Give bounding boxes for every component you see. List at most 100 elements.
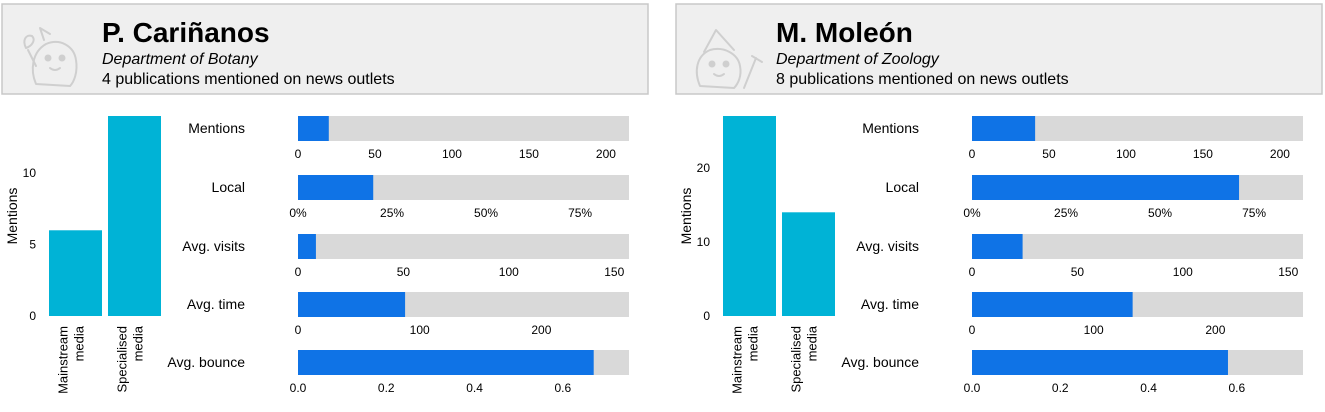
metric-tick-label: 0.2 xyxy=(1052,381,1069,395)
card-background xyxy=(675,3,1323,95)
researcher-department: Department of Botany xyxy=(102,51,259,68)
y-tick-label: 5 xyxy=(29,238,36,252)
zoologist-cartoon-icon xyxy=(695,29,763,89)
metric-label: Avg. visits xyxy=(182,238,245,254)
metric-row: Avg. bounce 0.0 0.2 0.4 0.6 xyxy=(167,350,629,395)
metric-tick-label: 0 xyxy=(969,265,976,279)
metric-bar xyxy=(298,116,329,141)
x-category-label: media xyxy=(72,325,87,361)
metric-tick-label: 0 xyxy=(295,265,302,279)
metric-bar xyxy=(298,350,594,375)
metric-bar xyxy=(298,292,406,317)
metric-tick-label: 0 xyxy=(969,147,976,161)
metric-tick-label: 0.0 xyxy=(964,381,981,395)
metric-tick-label: 25% xyxy=(380,206,404,220)
metric-label: Local xyxy=(886,179,919,195)
card-background xyxy=(1,3,649,95)
publication-count: 8 publications mentioned on news outlets xyxy=(776,71,1069,88)
metric-tick-label: 150 xyxy=(519,147,539,161)
metric-tick-label: 100 xyxy=(442,147,462,161)
publication-count: 4 publications mentioned on news outlets xyxy=(102,71,395,88)
metric-tick-label: 150 xyxy=(604,265,624,279)
metric-row: Avg. visits 0 50 100 150 xyxy=(856,234,1303,279)
metric-tick-label: 0.4 xyxy=(466,381,483,395)
metric-label: Avg. bounce xyxy=(167,354,245,370)
metric-row: Local 0% 25% 50% 75% xyxy=(886,175,1303,220)
researcher-name: P. Cariñanos xyxy=(102,17,270,48)
metric-tick-label: 100 xyxy=(1116,147,1136,161)
metric-label: Avg. time xyxy=(861,296,919,312)
metric-tick-label: 200 xyxy=(531,323,551,337)
column-bar xyxy=(782,212,835,316)
metric-tick-label: 100 xyxy=(499,265,519,279)
metric-tick-label: 100 xyxy=(410,323,430,337)
metric-row: Avg. time 0 100 200 xyxy=(187,292,629,337)
metric-row: Avg. time 0 100 200 xyxy=(861,292,1303,337)
metric-tick-label: 0 xyxy=(295,147,302,161)
metric-tick-label: 0.6 xyxy=(554,381,571,395)
metric-tick-label: 50 xyxy=(1042,147,1056,161)
x-category-label: Mainstream xyxy=(730,326,745,394)
column-bar xyxy=(49,230,102,316)
metric-tick-label: 50 xyxy=(397,265,411,279)
researcher-department: Department of Zoology xyxy=(776,51,940,68)
y-axis-label: Mentions xyxy=(678,188,694,245)
metric-tick-label: 75% xyxy=(568,206,592,220)
metric-tick-label: 0 xyxy=(295,323,302,337)
metric-row: Mentions 0 50 100 150 200 xyxy=(188,116,629,161)
metric-tick-label: 0.0 xyxy=(290,381,307,395)
metric-bar xyxy=(972,292,1133,317)
metric-tick-label: 75% xyxy=(1242,206,1266,220)
metric-label: Mentions xyxy=(188,120,245,136)
metric-tick-label: 150 xyxy=(1193,147,1213,161)
x-category-label: Specialised xyxy=(789,326,804,393)
metric-bar xyxy=(298,234,316,259)
metric-bar xyxy=(972,350,1228,375)
x-category-label: Specialised xyxy=(115,326,130,393)
metric-row: Avg. visits 0 50 100 150 xyxy=(182,234,629,279)
researcher-name: M. Moleón xyxy=(776,17,913,48)
metric-tick-label: 0.4 xyxy=(1140,381,1157,395)
metric-tick-label: 50 xyxy=(368,147,382,161)
metric-row: Mentions 0 50 100 150 200 xyxy=(862,116,1303,161)
x-category-label: media xyxy=(131,325,146,361)
metric-tick-label: 100 xyxy=(1084,323,1104,337)
y-tick-label: 10 xyxy=(23,166,37,180)
metric-tick-label: 150 xyxy=(1278,265,1298,279)
metric-tick-label: 50% xyxy=(474,206,498,220)
metric-tick-label: 50 xyxy=(1071,265,1085,279)
metric-track xyxy=(298,116,629,141)
metric-tick-label: 0% xyxy=(963,206,981,220)
metric-bar xyxy=(972,234,1023,259)
column-bar xyxy=(723,116,776,316)
y-tick-label: 0 xyxy=(29,309,36,323)
metric-bar xyxy=(972,116,1036,141)
metric-tick-label: 0.6 xyxy=(1228,381,1245,395)
metric-tick-label: 0% xyxy=(289,206,307,220)
y-tick-label: 0 xyxy=(703,309,710,323)
metric-bar xyxy=(298,175,374,200)
metric-row: Local 0% 25% 50% 75% xyxy=(212,175,629,220)
metric-tick-label: 50% xyxy=(1148,206,1172,220)
metric-tick-label: 200 xyxy=(596,147,616,161)
metric-track xyxy=(972,234,1303,259)
y-axis-label: Mentions xyxy=(4,188,20,245)
researcher-card-1: P. Cariñanos Department of Botany 4 publ… xyxy=(1,3,649,95)
metric-label: Avg. bounce xyxy=(841,354,919,370)
metric-label: Local xyxy=(212,179,245,195)
x-category-label: media xyxy=(746,325,761,361)
column-bar xyxy=(108,116,161,316)
metric-tick-label: 0 xyxy=(969,323,976,337)
metric-label: Avg. time xyxy=(187,296,245,312)
metric-tick-label: 25% xyxy=(1054,206,1078,220)
x-category-label: media xyxy=(805,325,820,361)
metric-track xyxy=(298,234,629,259)
y-tick-label: 20 xyxy=(697,161,711,175)
metric-tick-label: 100 xyxy=(1173,265,1193,279)
metric-label: Avg. visits xyxy=(856,238,919,254)
researcher-card-2: M. Moleón Department of Zoology 8 public… xyxy=(675,3,1323,95)
metric-row: Avg. bounce 0.0 0.2 0.4 0.6 xyxy=(841,350,1303,395)
